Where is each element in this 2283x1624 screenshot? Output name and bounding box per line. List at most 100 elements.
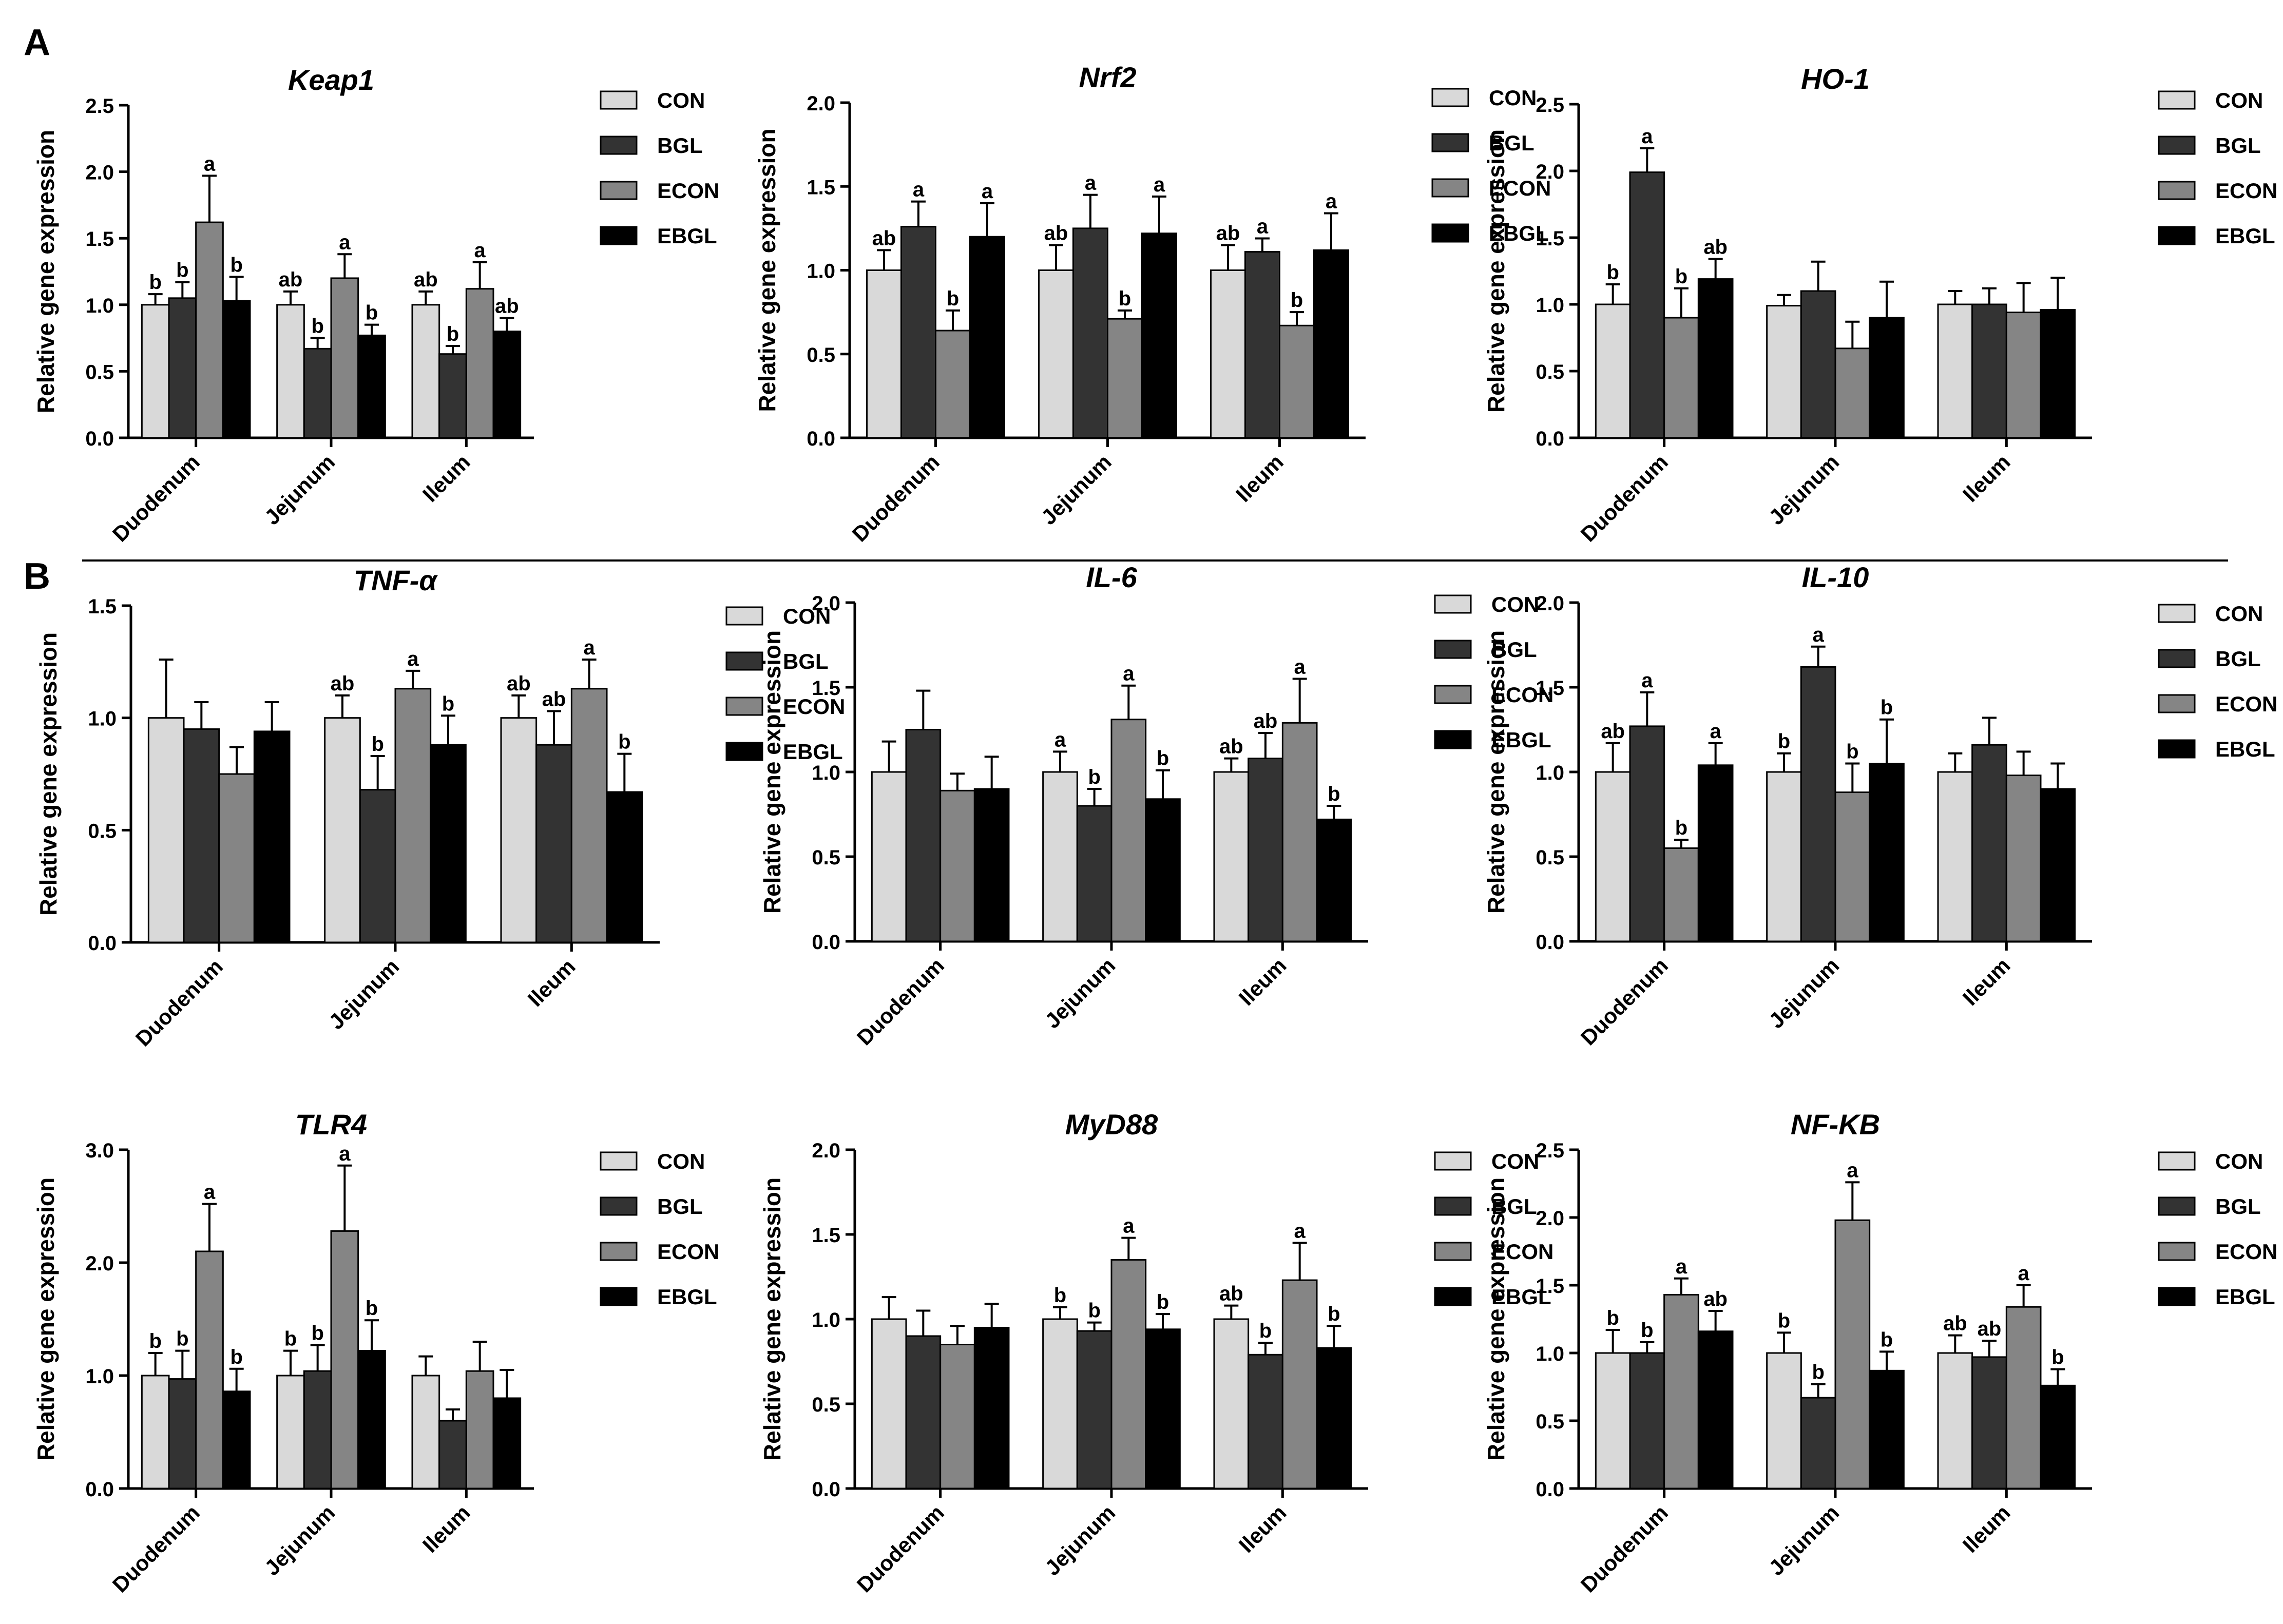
chart-1: Nrf2 Relative gene expression 0.0 0.5 1.0 1.5… bbox=[754, 61, 1551, 546]
significance-letter: b bbox=[366, 302, 378, 324]
significance-letter: b bbox=[1259, 1320, 1272, 1342]
significance-letter: b bbox=[230, 254, 242, 276]
legend-swatch-bgl bbox=[1431, 133, 1469, 152]
legend-label-bgl: BGL bbox=[1489, 131, 1534, 155]
bar-econ-duodenum bbox=[195, 221, 224, 439]
bar-ebgl-ileum bbox=[1313, 249, 1349, 439]
y-axis-label: Relative gene expression bbox=[1483, 1177, 1509, 1461]
significance-letter: b bbox=[284, 1328, 297, 1350]
legend-swatch-ebgl bbox=[725, 742, 763, 761]
bar-econ-jejunum bbox=[394, 688, 432, 943]
legend-swatch-bgl bbox=[600, 136, 638, 155]
y-axis-label: Relative gene expression bbox=[32, 1177, 59, 1461]
y-tick-label: 0.0 bbox=[88, 932, 117, 955]
bar-bgl-ileum bbox=[1248, 1354, 1283, 1490]
significance-letter: b bbox=[1328, 1303, 1340, 1325]
y-tick-label: 0.5 bbox=[88, 820, 117, 842]
significance-letter: ab bbox=[331, 672, 355, 695]
legend-swatch-con bbox=[600, 90, 638, 110]
significance-letter: ab bbox=[872, 227, 896, 249]
bar-ebgl-ileum bbox=[2040, 1384, 2076, 1490]
y-tick-label: 0.0 bbox=[85, 428, 114, 450]
significance-letter: a bbox=[1641, 669, 1653, 692]
significance-letter: b bbox=[1641, 1319, 1653, 1342]
bar-con-ileum bbox=[1937, 1352, 1973, 1490]
significance-letter: b bbox=[1157, 1291, 1169, 1313]
y-tick-label: 0.5 bbox=[1536, 846, 1564, 869]
legend-label-con: CON bbox=[1489, 86, 1537, 110]
y-tick-label: 2.0 bbox=[1536, 161, 1564, 183]
chart-title: IL-6 bbox=[1086, 561, 1137, 593]
x-tick-label-duodenum: Duodenum bbox=[848, 450, 944, 546]
bar-econ-jejunum bbox=[330, 277, 359, 439]
legend-swatch-con bbox=[600, 1151, 638, 1171]
bar-ebgl-jejunum bbox=[1869, 763, 1905, 942]
legend-label-ebgl: EBGL bbox=[1491, 1285, 1551, 1309]
legend-swatch-econ bbox=[725, 697, 763, 716]
legend-label-econ: ECON bbox=[783, 694, 845, 719]
x-tick-label-duodenum: Duodenum bbox=[108, 1500, 204, 1597]
bar-ebgl-duodenum bbox=[222, 1390, 251, 1490]
bar-econ-ileum bbox=[2005, 775, 2042, 942]
bar-ebgl-ileum bbox=[606, 791, 643, 943]
x-tick-label-ileum: Ileum bbox=[1234, 953, 1291, 1010]
bar-con-duodenum bbox=[1595, 771, 1631, 942]
y-axis-label: Relative gene expression bbox=[754, 128, 780, 412]
bar-econ-duodenum bbox=[1663, 317, 1699, 439]
y-tick-label: 1.0 bbox=[807, 260, 835, 283]
significance-letter: a bbox=[339, 231, 351, 254]
y-tick-label: 1.0 bbox=[88, 708, 117, 730]
significance-letter: a bbox=[2018, 1262, 2030, 1285]
bar-con-jejunum bbox=[1042, 771, 1078, 942]
chart-0: Keap1 Relative gene expression 0.0 0.5 1.0 1.… bbox=[32, 64, 719, 546]
bar-bgl-duodenum bbox=[1629, 1352, 1665, 1490]
y-tick-label: 0.0 bbox=[1536, 1478, 1564, 1501]
legend-swatch-econ bbox=[2158, 1242, 2196, 1261]
bar-econ-jejunum bbox=[1107, 318, 1143, 439]
significance-letter: b bbox=[1606, 1307, 1619, 1329]
bar-con-duodenum bbox=[141, 1375, 170, 1490]
bar-con-duodenum bbox=[871, 771, 907, 942]
bar-econ-ileum bbox=[2005, 1306, 2042, 1490]
significance-letter: b bbox=[1881, 697, 1893, 719]
x-tick-label-jejunum: Jejunum bbox=[1040, 953, 1120, 1033]
significance-letter: a bbox=[1641, 125, 1653, 148]
x-tick-label-jejunum: Jejunum bbox=[1764, 450, 1844, 529]
bar-ebgl-duodenum bbox=[253, 730, 291, 943]
significance-letter: b bbox=[311, 1322, 323, 1345]
significance-letter: a bbox=[204, 152, 216, 175]
x-tick-label-duodenum: Duodenum bbox=[131, 954, 227, 1051]
significance-letter: ab bbox=[279, 268, 303, 291]
significance-letter: ab bbox=[507, 672, 531, 695]
significance-letter: b bbox=[618, 731, 630, 753]
significance-letter: b bbox=[176, 1328, 188, 1350]
legend-label-econ: ECON bbox=[2215, 1240, 2277, 1264]
bar-con-duodenum bbox=[866, 269, 902, 439]
significance-letter: a bbox=[407, 648, 419, 670]
legend-swatch-con bbox=[2158, 1151, 2196, 1171]
chart-title: MyD88 bbox=[1065, 1108, 1158, 1140]
bar-con-ileum bbox=[1213, 771, 1250, 942]
significance-letter: b bbox=[1088, 766, 1100, 788]
chart-6: TLR4 Relative gene expression 0.0 1.0 2.0 3.0… bbox=[32, 1108, 719, 1597]
bar-econ-ileum bbox=[1279, 324, 1315, 439]
y-tick-label: 1.5 bbox=[1536, 227, 1564, 250]
bar-econ-duodenum bbox=[195, 1250, 224, 1490]
significance-letter: ab bbox=[1216, 222, 1240, 245]
bar-bgl-ileum bbox=[1971, 1356, 2007, 1490]
x-tick-label-ileum: Ileum bbox=[418, 450, 475, 507]
significance-letter: ab bbox=[1219, 1283, 1243, 1305]
legend-label-econ: ECON bbox=[1491, 683, 1553, 707]
y-tick-label: 1.5 bbox=[807, 176, 835, 199]
x-tick-label-ileum: Ileum bbox=[1958, 953, 2015, 1010]
significance-letter: a bbox=[204, 1181, 216, 1204]
bar-econ-duodenum bbox=[1663, 1293, 1699, 1490]
bar-con-jejunum bbox=[276, 1375, 305, 1490]
x-tick-label-ileum: Ileum bbox=[1958, 450, 2015, 507]
chart-8: NF-KB Relative gene expression 0.0 0.5 1.0 1.… bbox=[1483, 1108, 2277, 1597]
significance-letter: b bbox=[947, 287, 959, 310]
y-tick-label: 1.5 bbox=[1536, 1275, 1564, 1298]
significance-letter: b bbox=[1812, 1361, 1824, 1384]
legend-label-ebgl: EBGL bbox=[657, 224, 717, 248]
